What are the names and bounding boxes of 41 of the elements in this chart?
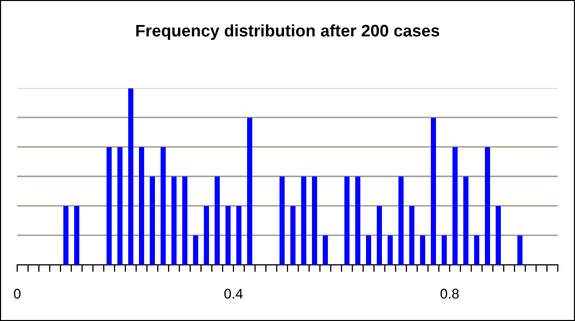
bar bbox=[366, 235, 372, 265]
bar bbox=[193, 235, 198, 265]
bar bbox=[388, 235, 393, 265]
bar bbox=[322, 235, 328, 265]
chart-title: Frequency distribution after 200 cases bbox=[136, 24, 440, 40]
bar bbox=[452, 147, 458, 265]
bar bbox=[171, 176, 177, 265]
bar bbox=[247, 118, 252, 265]
bar bbox=[355, 176, 360, 265]
bar bbox=[106, 147, 112, 265]
bar bbox=[420, 235, 426, 265]
bar bbox=[236, 206, 242, 265]
bar bbox=[484, 147, 490, 265]
bar bbox=[182, 176, 188, 265]
bar bbox=[150, 176, 155, 265]
bar bbox=[344, 176, 350, 265]
bar bbox=[301, 176, 306, 265]
bar bbox=[160, 147, 166, 265]
bar bbox=[204, 206, 209, 265]
x-tick-label: 0 bbox=[14, 288, 21, 299]
bar bbox=[442, 235, 447, 265]
bar bbox=[517, 235, 522, 265]
bar bbox=[117, 147, 123, 265]
bar bbox=[376, 206, 382, 265]
bar bbox=[128, 88, 134, 265]
bar bbox=[225, 206, 231, 265]
bar bbox=[214, 176, 220, 265]
bar bbox=[74, 206, 80, 265]
bar bbox=[63, 206, 68, 265]
bar bbox=[474, 235, 480, 265]
x-tick-label: 0.4 bbox=[224, 288, 243, 299]
bar bbox=[290, 206, 296, 265]
bar bbox=[280, 176, 285, 265]
bar bbox=[409, 206, 414, 265]
bar bbox=[312, 176, 318, 265]
bar bbox=[430, 118, 436, 265]
bar bbox=[139, 147, 144, 265]
x-tick-label: 0.8 bbox=[440, 288, 459, 299]
bar bbox=[496, 206, 501, 265]
bar bbox=[463, 176, 468, 265]
bar bbox=[398, 176, 404, 265]
